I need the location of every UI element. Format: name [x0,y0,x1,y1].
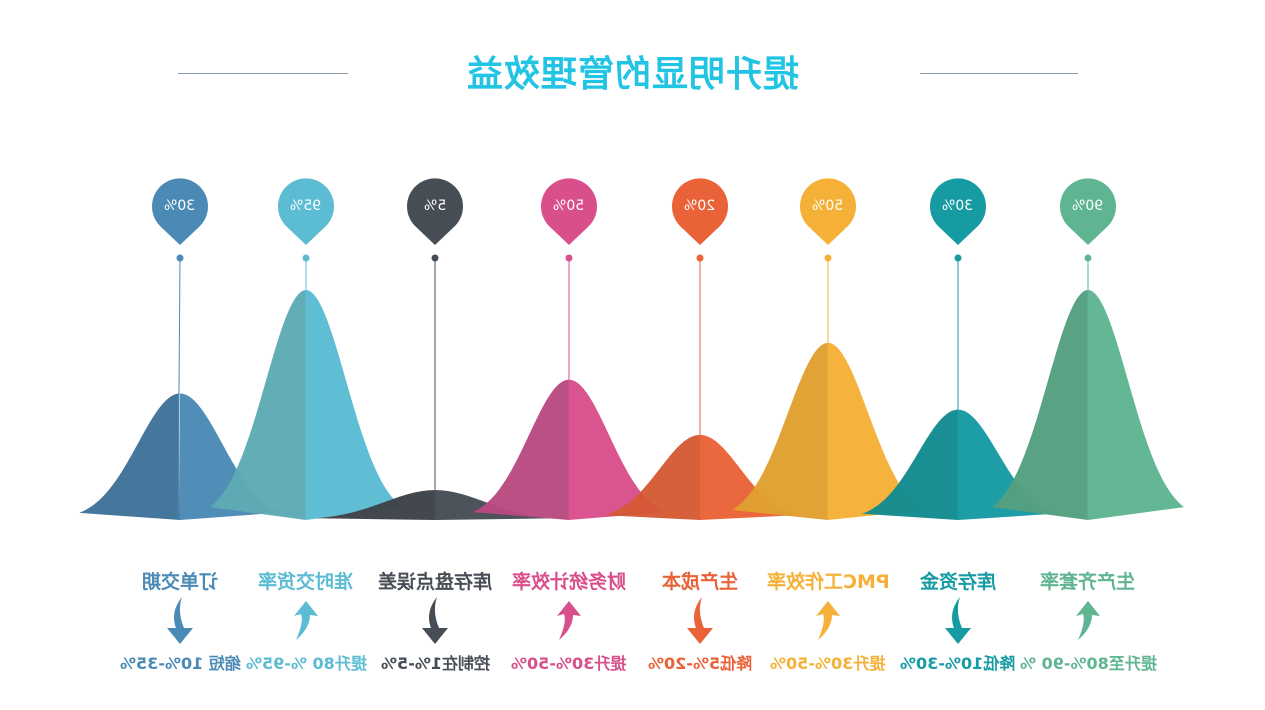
pin-marker-icon [800,178,857,245]
arrow-up-icon [557,601,581,640]
pin-value: 30% [164,198,196,214]
pin-value: 5% [423,198,447,214]
pin-value: 90% [1072,198,1104,214]
pin-value: 50% [553,198,585,214]
arrow-up-icon [1076,601,1100,640]
bell-curve-right [828,342,924,520]
pin-marker-icon [278,178,334,245]
bell-curve-left [604,434,700,520]
bell-curve-right [569,379,665,520]
pointer-dot [565,254,573,262]
pin-marker-icon [672,178,729,245]
metric-label: 生产齐套率 [1040,571,1136,593]
pin-marker-icon [407,178,463,245]
pointer-dot [176,254,184,262]
bell-curve-right [958,409,1054,520]
bell-curve-left [315,490,435,520]
pin-value: 50% [812,198,844,214]
pointer-dot [302,254,310,262]
pin-value: 95% [290,198,322,214]
pointer-line [177,257,181,521]
pointer-dot [696,254,704,262]
metric-detail: 提升至80%-90 % [1019,654,1157,673]
pin-value: 20% [684,198,716,214]
arrow-down-icon [422,597,448,644]
pointer-dot [954,254,962,262]
bell-curve-right [306,290,402,520]
pointer-dot [431,254,439,262]
arrow-up-icon [816,601,840,640]
pin-marker-icon [1060,178,1116,245]
pointer-dot [1084,254,1092,262]
arrow-down-icon [687,597,713,644]
pin-marker-icon [930,178,986,245]
bell-curve-right [180,393,280,520]
pointer-dot [824,254,832,262]
bell-curve-left [210,290,306,520]
bell-curve-right [435,490,555,520]
bell-curve-right [700,434,796,520]
bell-curve-right [1088,290,1184,520]
bell-curve-left [862,409,958,520]
arrow-down-icon [167,597,193,644]
title-rule-right [920,73,1078,74]
pin-value: 30% [942,198,974,214]
arrow-up-icon [294,601,318,640]
bell-curve-left [473,379,569,520]
bell-curve-left [79,393,180,520]
arrow-down-icon [945,597,971,644]
pin-marker-icon [152,178,209,245]
bell-curve-left [732,342,828,520]
bell-curve-left [992,290,1088,520]
pin-marker-icon [541,178,598,245]
title-rule-left [178,73,348,74]
